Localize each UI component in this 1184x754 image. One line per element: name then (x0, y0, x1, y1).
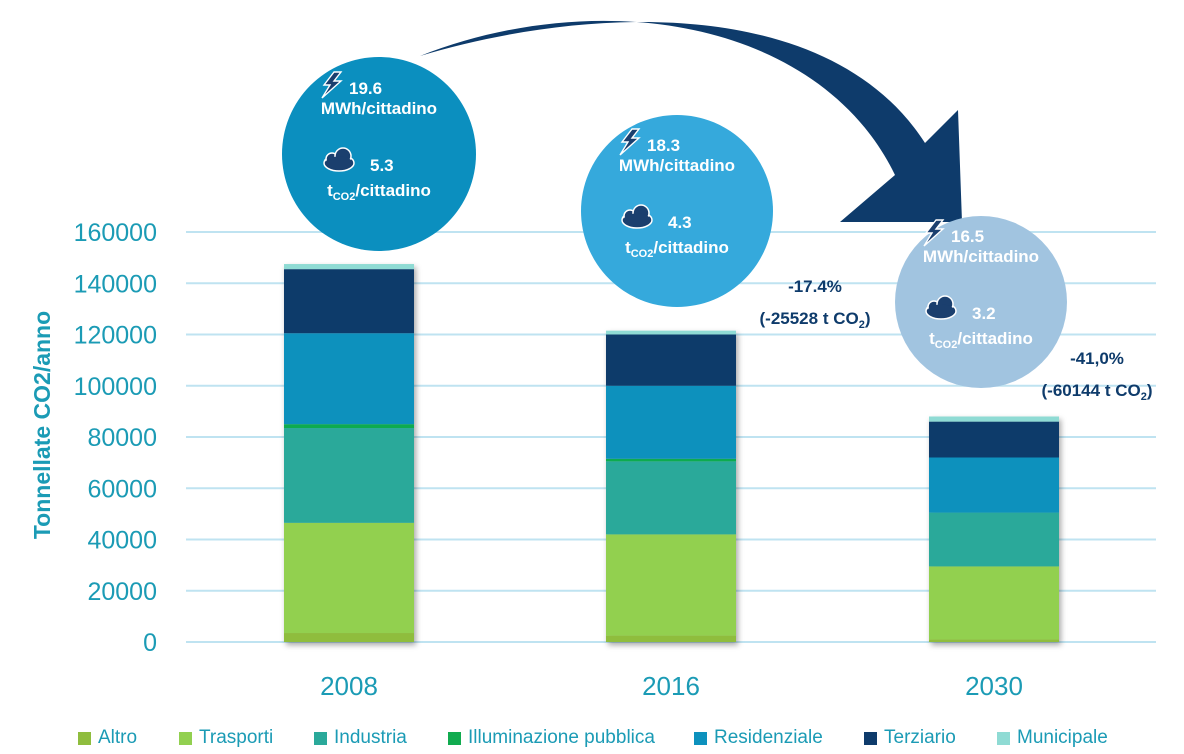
y-tick-label: 80000 (87, 424, 157, 452)
energy-unit: MWh/cittadino (619, 156, 735, 175)
bar-segment-altro (929, 639, 1059, 642)
y-tick-label: 40000 (87, 527, 157, 555)
legend-item-illuminazione-pubblica: Illuminazione pubblica (448, 727, 655, 749)
bar-segment-industria (284, 428, 414, 523)
trend-arrow (420, 20, 962, 223)
reduction-detail: (-25528 t CO2) (760, 309, 871, 331)
bubble-circle (581, 115, 773, 307)
co2-value: 3.2 (972, 304, 996, 323)
y-tick-label: 20000 (87, 578, 157, 606)
energy-unit: MWh/cittadino (321, 99, 437, 118)
energy-value: 18.3 (647, 136, 680, 155)
legend-label: Altro (98, 727, 138, 748)
legend-item-municipale: Municipale (997, 727, 1108, 749)
y-tick-label: 0 (143, 629, 157, 657)
reduction-detail: (-60144 t CO2) (1042, 381, 1153, 403)
bar-segment-trasporti (929, 566, 1059, 640)
bubble-circle (895, 216, 1067, 388)
legend-label: Terziario (884, 727, 956, 748)
bar-segment-illuminazione-pubblica (606, 458, 736, 462)
y-tick-label: 140000 (74, 270, 157, 298)
energy-value: 19.6 (349, 79, 382, 98)
legend-label: Industria (334, 727, 407, 748)
legend-label: Residenziale (714, 727, 823, 748)
bar-segment-municipale (606, 330, 736, 335)
energy-value: 16.5 (951, 227, 984, 246)
bar-segment-terziario (929, 421, 1059, 458)
legend-item-residenziale: Residenziale (694, 727, 823, 749)
bar-segment-trasporti (284, 522, 414, 634)
bar-stack-2016 (606, 330, 736, 642)
bubbles: 19.6MWh/cittadino5.3tCO2/cittadino18.3MW… (282, 57, 1067, 388)
legend-swatch (179, 731, 192, 745)
legend-label: Trasporti (199, 727, 274, 748)
co2-value: 4.3 (668, 213, 692, 232)
x-tick-label: 2030 (965, 671, 1023, 701)
legend-swatch (864, 731, 877, 745)
energy-unit: MWh/cittadino (923, 247, 1039, 266)
bar-segment-terziario (606, 334, 736, 386)
legend-swatch (694, 731, 707, 745)
legend-item-altro: Altro (78, 727, 137, 749)
lightning-icon (321, 71, 343, 99)
x-tick-label: 2008 (320, 671, 378, 701)
bar-segment-residenziale (284, 333, 414, 425)
co2-unit: tCO2/cittadino (327, 181, 431, 203)
bar-segment-residenziale (606, 385, 736, 459)
bar-segment-residenziale (929, 457, 1059, 513)
x-tick-label: 2016 (642, 671, 700, 701)
legend-swatch (78, 731, 91, 745)
lightning-icon (619, 128, 641, 156)
bar-segment-industria (929, 512, 1059, 567)
bar-segment-terziario (284, 269, 414, 334)
bars (284, 264, 1059, 642)
bar-segment-trasporti (606, 534, 736, 636)
reduction-annotation: -41,0% (-60144 t CO2) (1042, 349, 1153, 403)
legend-item-terziario: Terziario (864, 727, 956, 749)
bar-stack-2008 (284, 264, 414, 642)
bar-segment-municipale (929, 416, 1059, 422)
bar-segment-municipale (284, 264, 414, 270)
reduction-annotation: -17.4% (-25528 t CO2) (760, 277, 871, 331)
legend-item-industria: Industria (314, 727, 407, 749)
legend-swatch (314, 731, 327, 745)
co2-unit: tCO2/cittadino (625, 238, 729, 260)
bubble-circle (282, 57, 476, 251)
bar-stack-2030 (929, 416, 1059, 642)
y-tick-label: 120000 (74, 322, 157, 350)
bar-segment-altro (284, 633, 414, 642)
trend-arrow-shape (420, 20, 962, 223)
reduction-percent: -17.4% (788, 277, 842, 296)
co2-unit: tCO2/cittadino (929, 329, 1033, 351)
y-tick-label: 60000 (87, 475, 157, 503)
co2-value: 5.3 (370, 156, 394, 175)
bar-segment-industria (606, 461, 736, 535)
y-tick-label: 160000 (74, 219, 157, 247)
y-axis-label: Tonnellate CO2/anno (29, 311, 55, 539)
legend-swatch (448, 731, 461, 745)
annotations: -17.4% (-25528 t CO2) -41,0% (-60144 t CO2) (760, 277, 1153, 403)
legend: Altro Trasporti Industria Illuminazione … (78, 727, 1178, 751)
y-axis-ticks: 0 20000 40000 60000 80000 100000 120000 140000 1… (74, 219, 157, 657)
bar-segment-altro (606, 635, 736, 642)
legend-label: Illuminazione pubblica (468, 727, 655, 748)
cloud-icon (925, 295, 957, 320)
y-tick-label: 100000 (74, 373, 157, 401)
legend-item-trasporti: Trasporti (179, 727, 273, 749)
legend-swatch (997, 731, 1010, 745)
legend-label: Municipale (1017, 727, 1108, 748)
cloud-icon (621, 204, 653, 229)
x-axis-ticks: 2008 2016 2030 (320, 671, 1023, 701)
lightning-icon (923, 219, 945, 247)
cloud-icon (323, 147, 355, 172)
reduction-percent: -41,0% (1070, 349, 1124, 368)
bar-segment-illuminazione-pubblica (284, 424, 414, 429)
